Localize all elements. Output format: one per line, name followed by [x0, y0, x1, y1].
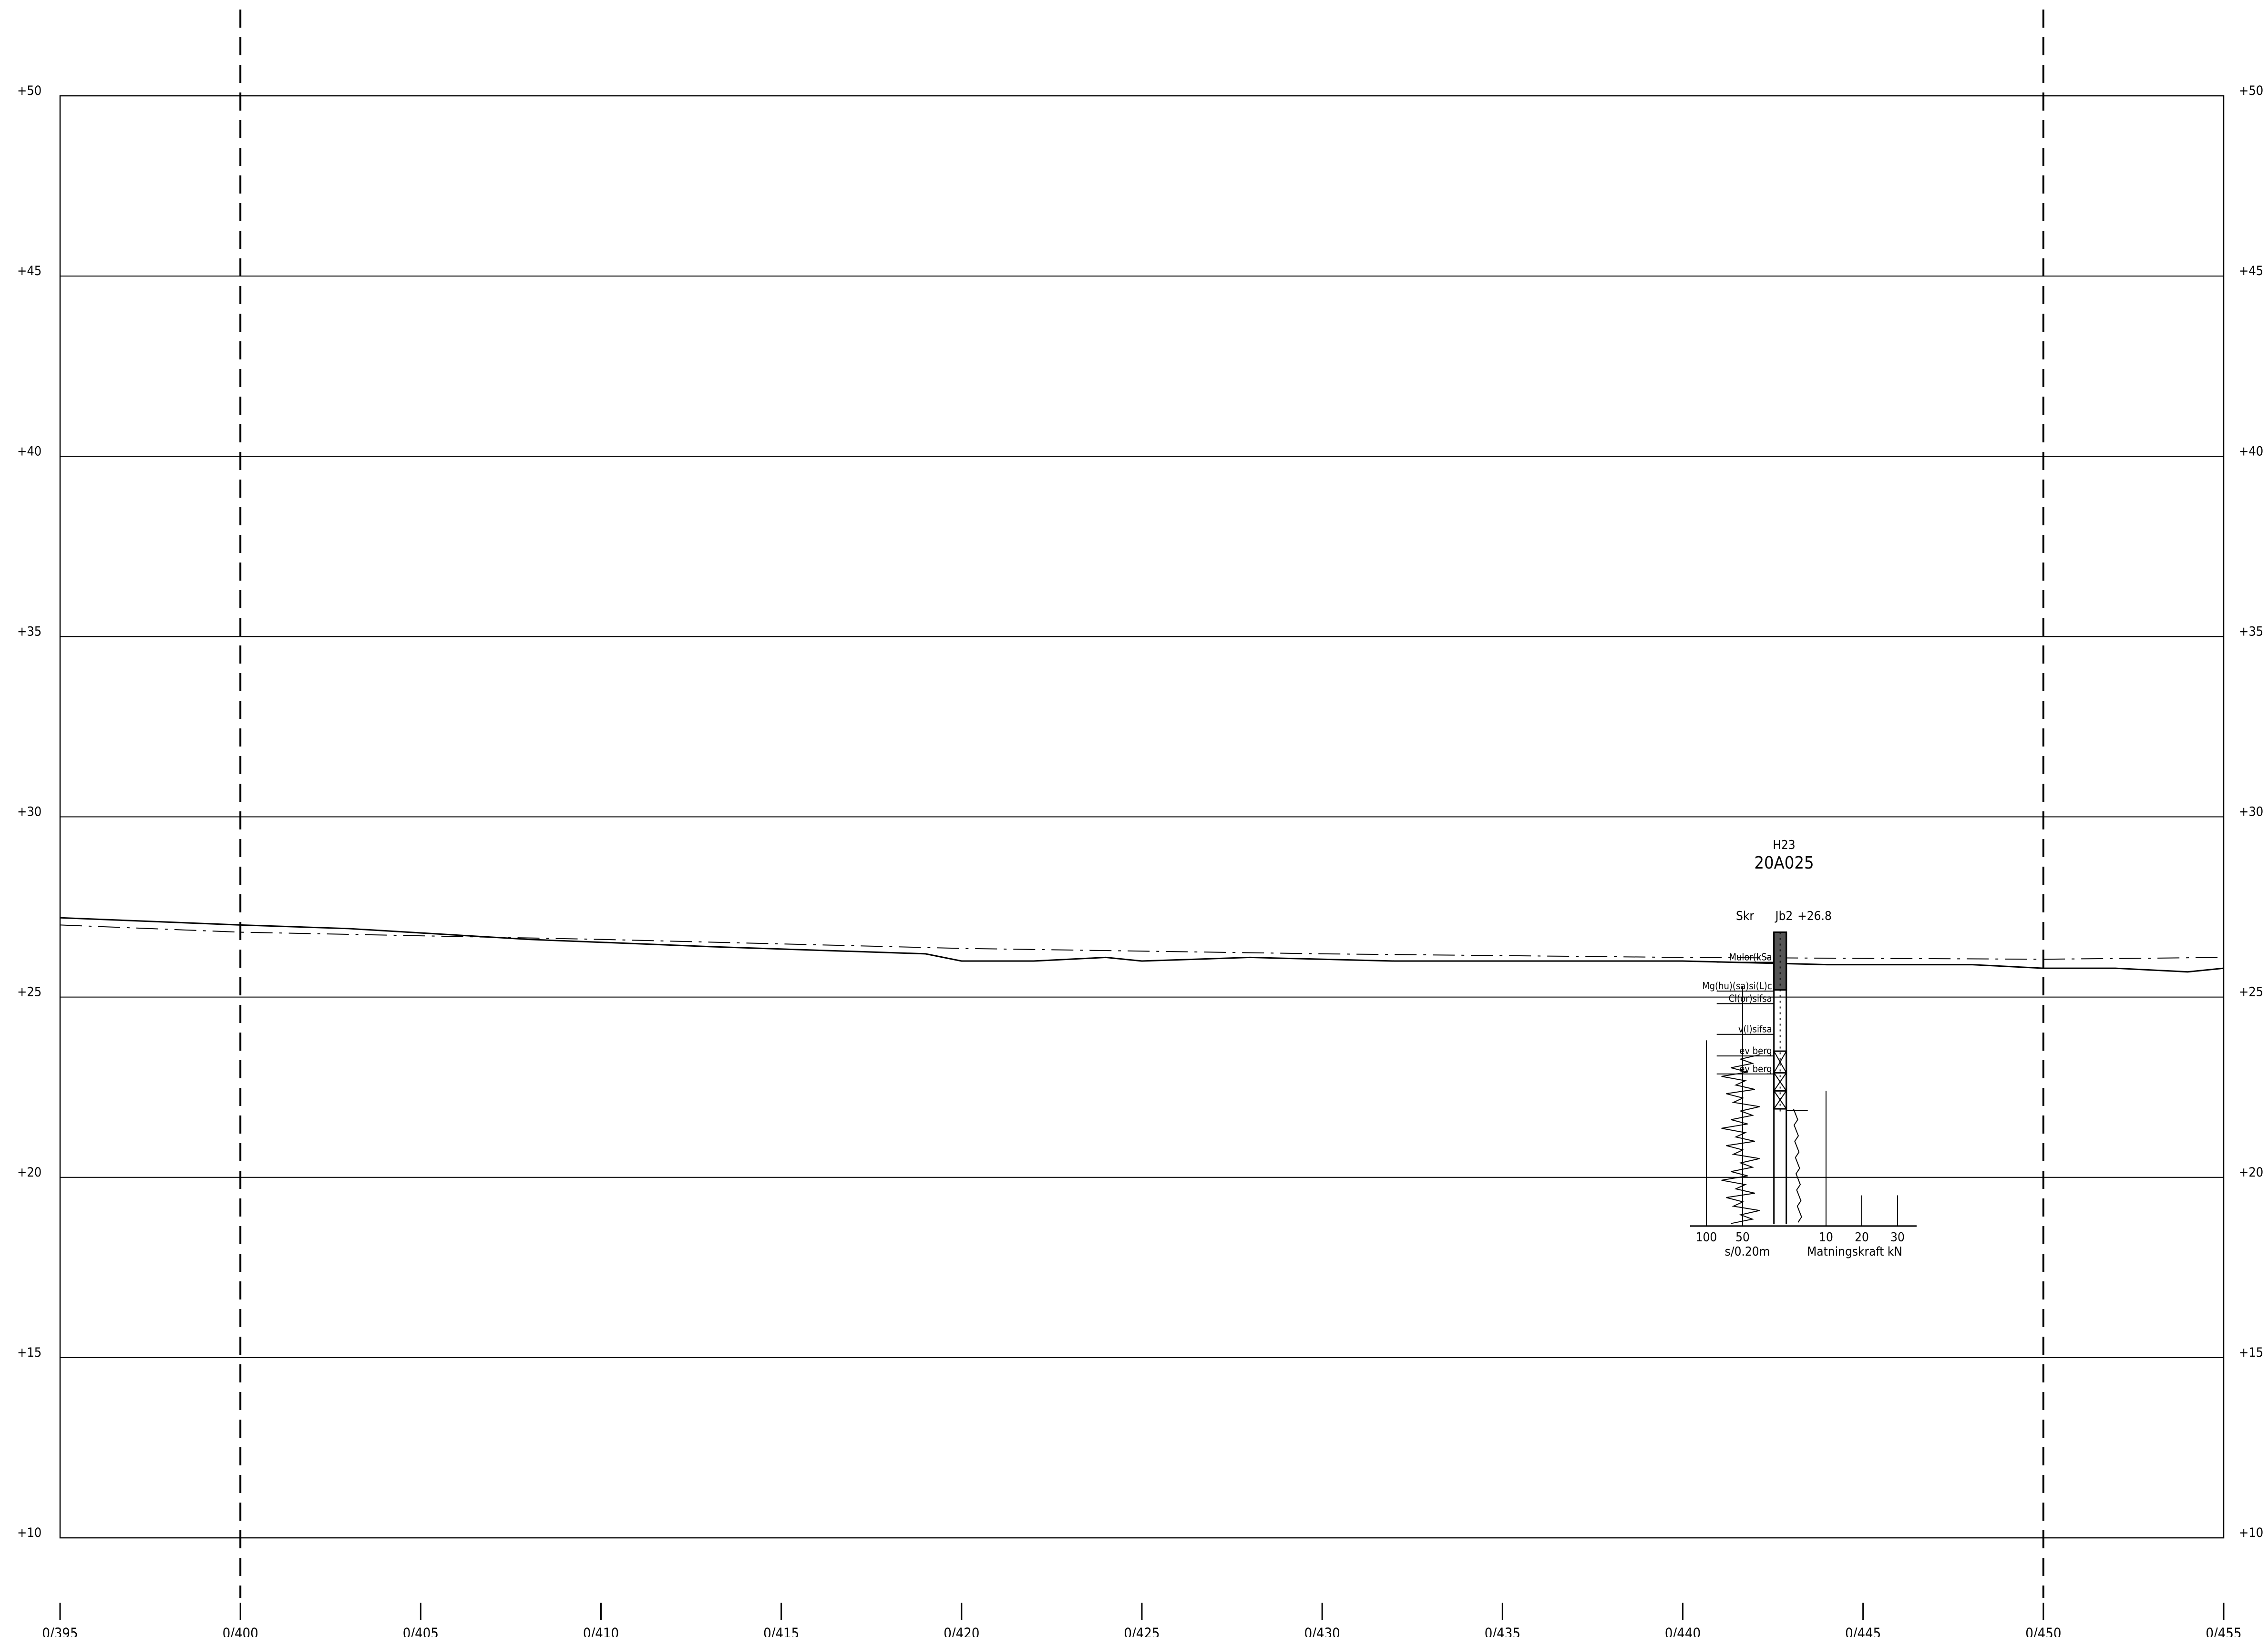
borehole-cross-diag: [1773, 1051, 1787, 1073]
station-label: 0/455: [2206, 1625, 2241, 1637]
method-label-right: Jb2: [1775, 909, 1793, 923]
station-label: 0/435: [1485, 1625, 1520, 1637]
scale-left-tick: 50: [1735, 1230, 1750, 1245]
station-label: 0/430: [1304, 1625, 1340, 1637]
scale-left-unit: s/0.20m: [1725, 1245, 1770, 1259]
soil-layer-label: Mulor(kSa: [1729, 951, 1772, 962]
station-label: 0/415: [763, 1625, 799, 1637]
scale-right-tick: 30: [1890, 1230, 1905, 1245]
station-label: 0/425: [1124, 1625, 1160, 1637]
scale-right-unit: Matningskraft kN: [1807, 1245, 1902, 1259]
soil-layer-label: Cl(or)sifsa: [1729, 992, 1772, 1004]
soil-layer-label: ev berg: [1739, 1045, 1772, 1056]
elevation-label-left: +50: [17, 83, 41, 98]
elevation-label-left: +25: [17, 985, 41, 1000]
borehole-group-label: H23: [1773, 838, 1795, 852]
station-label: 0/410: [583, 1625, 619, 1637]
top-level-label: +26.8: [1797, 909, 1832, 923]
borehole-log: [1690, 931, 1917, 1227]
ground-surface-line: [60, 917, 2224, 973]
elevation-label-left: +40: [17, 444, 41, 459]
sounding-resistance-curve: [1721, 1054, 1760, 1224]
station-label: 0/420: [944, 1625, 979, 1637]
elevation-label-left: +45: [17, 264, 41, 278]
elevation-label-right: +45: [2239, 264, 2263, 278]
station-label: 0/445: [1845, 1625, 1881, 1637]
scale-right-tick: 20: [1855, 1230, 1869, 1245]
elevation-label-right: +30: [2239, 805, 2263, 819]
borehole-cross-diag: [1773, 1090, 1787, 1109]
soil-layer-label: ev berg: [1739, 1063, 1772, 1074]
station-label: 0/400: [223, 1625, 258, 1637]
elevation-grid: [59, 95, 2225, 1539]
station-label: 0/440: [1665, 1625, 1701, 1637]
elevation-label-right: +40: [2239, 444, 2263, 459]
elevation-label-right: +15: [2239, 1345, 2263, 1360]
elevation-label-left: +30: [17, 805, 41, 819]
borehole-cross-diag: [1773, 1072, 1787, 1091]
elevation-label-left: +10: [17, 1525, 41, 1540]
borehole-cross-box: [1773, 1090, 1787, 1110]
elevation-label-right: +35: [2239, 624, 2263, 639]
scale-right-tick: 10: [1819, 1230, 1833, 1245]
elevation-label-right: +25: [2239, 985, 2263, 1000]
soil-layer-label: Mg(hu)(sa)si(L)c: [1702, 980, 1772, 992]
method-label-left: Skr: [1736, 909, 1754, 923]
elevation-label-right: +20: [2239, 1165, 2263, 1180]
station-label: 0/450: [2025, 1625, 2061, 1637]
elevation-label-left: +15: [17, 1345, 41, 1360]
elevation-label-right: +10: [2239, 1525, 2263, 1540]
elevation-label-left: +35: [17, 624, 41, 639]
reference-dash-dot-line: [60, 924, 2224, 960]
station-markers: [59, 10, 2225, 1620]
ground-profile: [60, 917, 2224, 973]
labels: +50 +50 +45 +45 +40 +40 +35 +35 +30 +30 +25 +25 +20 +…: [17, 83, 2263, 1637]
borehole-id-label: 20A025: [1754, 853, 1814, 873]
station-label: 0/405: [403, 1625, 439, 1637]
elevation-label-left: +20: [17, 1165, 41, 1180]
soil-layer-label: v(l)sifsa: [1738, 1023, 1772, 1035]
feed-force-curve: [1793, 1108, 1802, 1223]
elevation-label-right: +50: [2239, 83, 2263, 98]
scale-left-tick: 100: [1696, 1230, 1717, 1245]
station-label: 0/395: [42, 1625, 78, 1637]
